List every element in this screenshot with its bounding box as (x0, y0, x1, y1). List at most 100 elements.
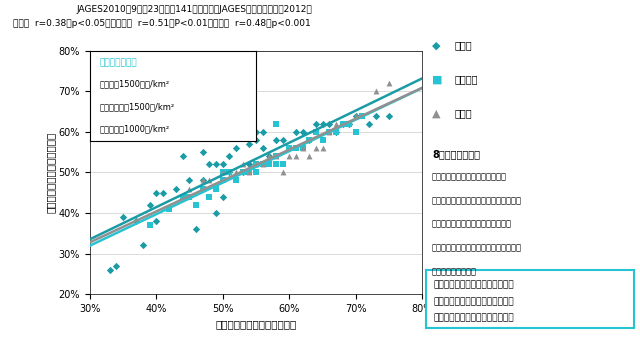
Point (344, 121, 355, 126)
Point (211, 186, 221, 191)
Point (104, 267, 115, 272)
Point (151, 218, 161, 224)
Point (251, 162, 261, 167)
Point (251, 137, 261, 143)
Text: 8種類の地域組織: 8種類の地域組織 (432, 149, 480, 159)
Point (237, 170, 248, 175)
Point (151, 190, 161, 195)
Point (218, 170, 228, 175)
Point (257, 145, 268, 151)
Point (344, 121, 355, 126)
Point (278, 162, 288, 167)
Text: 地域で後期高齢者の参加率も高い: 地域で後期高齢者の参加率も高い (434, 313, 515, 322)
Point (157, 190, 168, 195)
Point (244, 170, 255, 175)
Point (118, 214, 128, 220)
Point (257, 129, 268, 135)
Point (264, 153, 275, 159)
Point (384, 80, 394, 86)
Point (357, 113, 367, 118)
Point (271, 153, 281, 159)
Point (251, 162, 261, 167)
Point (198, 186, 208, 191)
Point (184, 178, 195, 183)
Point (284, 145, 294, 151)
Point (324, 129, 334, 135)
Point (311, 145, 321, 151)
Point (278, 170, 288, 175)
Point (191, 202, 201, 208)
Point (331, 129, 341, 135)
Point (331, 121, 341, 126)
Point (271, 153, 281, 159)
Point (211, 162, 221, 167)
Point (178, 194, 188, 199)
Point (218, 178, 228, 183)
Point (184, 194, 195, 199)
Point (291, 129, 301, 135)
Point (284, 153, 294, 159)
Point (171, 186, 181, 191)
Point (264, 153, 275, 159)
Point (244, 141, 255, 147)
Point (337, 121, 348, 126)
Point (311, 121, 321, 126)
Point (371, 113, 381, 118)
Point (251, 170, 261, 175)
Point (211, 210, 221, 216)
Point (331, 129, 341, 135)
Point (271, 162, 281, 167)
Point (317, 137, 328, 143)
Point (218, 162, 228, 167)
Point (198, 178, 208, 183)
Point (337, 121, 348, 126)
Text: らず、前期高齢者の参加率が高い: らず、前期高齢者の参加率が高い (434, 297, 515, 306)
Point (138, 243, 148, 248)
Point (364, 121, 374, 126)
X-axis label: 前期高齢者の地域組織参加率: 前期高齢者の地域組織参加率 (216, 319, 296, 329)
Text: ボランティアのグループ、老人クラブ、: ボランティアのグループ、老人クラブ、 (432, 196, 522, 205)
Y-axis label: 後期高齢者の地域組織参加率: 後期高齢者の地域組織参加率 (45, 132, 56, 213)
Text: 都市部: 都市部 (454, 108, 472, 118)
Point (198, 149, 208, 155)
Point (224, 170, 234, 175)
Text: 都市部  r=0.38，p<0.05；準都市部  r=0.51，P<0.01；農村部  r=0.48，p<0.001: 都市部 r=0.38，p<0.05；準都市部 r=0.51，P<0.01；農村部… (13, 19, 310, 28)
Text: JAGES2010　9道圉23自治低141小学校区（JAGESプロジェクト、2012）: JAGES2010 9道圉23自治低141小学校区（JAGESプロジェクト、20… (77, 5, 312, 14)
Point (251, 129, 261, 135)
Point (198, 178, 208, 183)
Point (231, 178, 241, 183)
Point (298, 129, 308, 135)
Point (284, 145, 294, 151)
Text: 宗教関係団体、スポーツ関係団体、: 宗教関係団体、スポーツ関係団体、 (432, 220, 512, 229)
Point (237, 170, 248, 175)
Text: いずれかへの参加率: いずれかへの参加率 (432, 267, 477, 276)
Point (164, 206, 175, 212)
Text: 農村部: 農村部 (454, 41, 472, 51)
Point (271, 121, 281, 126)
Point (317, 121, 328, 126)
Point (278, 137, 288, 143)
Point (351, 113, 361, 118)
Point (351, 129, 361, 135)
Point (244, 170, 255, 175)
Point (298, 145, 308, 151)
Point (324, 121, 334, 126)
Point (131, 218, 141, 224)
Point (271, 137, 281, 143)
Text: 都市度（可住地人口密度）に関わ: 都市度（可住地人口密度）に関わ (434, 281, 515, 290)
Text: ◆: ◆ (432, 41, 440, 51)
Text: ■: ■ (432, 74, 442, 84)
Point (231, 145, 241, 151)
Point (218, 194, 228, 199)
Point (145, 222, 155, 228)
Text: ▲: ▲ (432, 108, 440, 118)
Point (257, 162, 268, 167)
Text: （政治団体、業界・同業者団体、: （政治団体、業界・同業者団体、 (432, 172, 507, 182)
Point (304, 137, 314, 143)
Point (264, 162, 275, 167)
Point (204, 194, 214, 199)
Point (291, 145, 301, 151)
Point (218, 170, 228, 175)
Text: 準都市部: 準都市部 (454, 74, 478, 84)
Point (324, 129, 334, 135)
